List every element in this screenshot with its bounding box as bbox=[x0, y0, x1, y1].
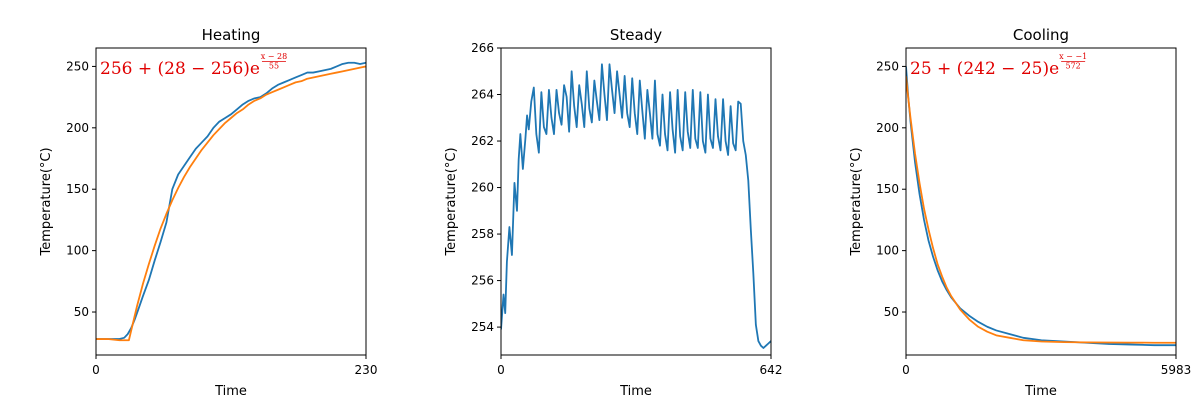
formula-exponent-denominator: 572 bbox=[1066, 62, 1081, 71]
y-axis-label: Temperature(°C) bbox=[444, 147, 459, 256]
y-tick-label: 100 bbox=[66, 244, 89, 258]
x-tick-label: 5983 bbox=[1161, 363, 1192, 377]
chart-panel-cooling: 0 5983 50 100 150 200 250 Cooling Time Temperatur… bbox=[849, 26, 1191, 399]
y-tick-label: 258 bbox=[471, 227, 494, 241]
plot-frame bbox=[95, 47, 367, 356]
chart-title: Cooling bbox=[1013, 26, 1069, 44]
y-tick-label: 200 bbox=[876, 121, 899, 135]
formula-exponent-denominator: 55 bbox=[269, 62, 279, 71]
y-tick-label: 266 bbox=[471, 41, 494, 55]
chart-panel-steady: 0 642 254 256 258 260 262 264 266 Steady Time Tempe… bbox=[444, 26, 782, 399]
chart-title: Heating bbox=[202, 26, 261, 44]
series-line-2 bbox=[96, 65, 366, 342]
x-tick-label: 0 bbox=[902, 363, 910, 377]
x-tick-label: 230 bbox=[355, 363, 378, 377]
y-tick-label: 250 bbox=[66, 59, 89, 73]
x-axis-label: Time bbox=[619, 384, 652, 399]
y-axis-label: Temperature(°C) bbox=[849, 147, 864, 256]
series-line-1 bbox=[501, 63, 771, 349]
y-tick-label: 150 bbox=[876, 182, 899, 196]
y-tick-label: 150 bbox=[66, 182, 89, 196]
y-axis-label: Temperature(°C) bbox=[39, 147, 54, 256]
y-tick-label: 100 bbox=[876, 244, 899, 258]
chart-panel-heating: 0 230 50 100 150 200 250 Heating Time Temperature… bbox=[39, 26, 377, 399]
y-tick-label: 260 bbox=[471, 181, 494, 195]
series-line-1 bbox=[96, 61, 366, 340]
series-line-2 bbox=[906, 76, 1176, 344]
x-tick-label: 642 bbox=[760, 363, 783, 377]
plot-frame bbox=[500, 47, 772, 356]
formula-exponent-numerator: x − −1 bbox=[1059, 52, 1087, 61]
formula-base: 25 + (242 − 25)e bbox=[910, 59, 1059, 79]
y-tick-label: 250 bbox=[876, 59, 899, 73]
x-axis-label: Time bbox=[1024, 384, 1057, 399]
plot-frame bbox=[905, 47, 1177, 356]
y-tick-label: 200 bbox=[66, 121, 89, 135]
y-tick-label: 264 bbox=[471, 88, 494, 102]
y-tick-label: 50 bbox=[884, 305, 899, 319]
series-line-1 bbox=[906, 66, 1176, 347]
formula-base: 256 + (28 − 256)e bbox=[100, 59, 260, 79]
y-tick-label: 50 bbox=[74, 305, 89, 319]
y-tick-label: 254 bbox=[471, 320, 494, 334]
y-tick-label: 262 bbox=[471, 134, 494, 148]
y-tick-label: 256 bbox=[471, 274, 494, 288]
x-tick-label: 0 bbox=[497, 363, 505, 377]
x-axis-label: Time bbox=[214, 384, 247, 399]
formula-exponent-numerator: x − 28 bbox=[261, 52, 287, 61]
x-tick-label: 0 bbox=[92, 363, 100, 377]
chart-title: Steady bbox=[610, 26, 662, 44]
